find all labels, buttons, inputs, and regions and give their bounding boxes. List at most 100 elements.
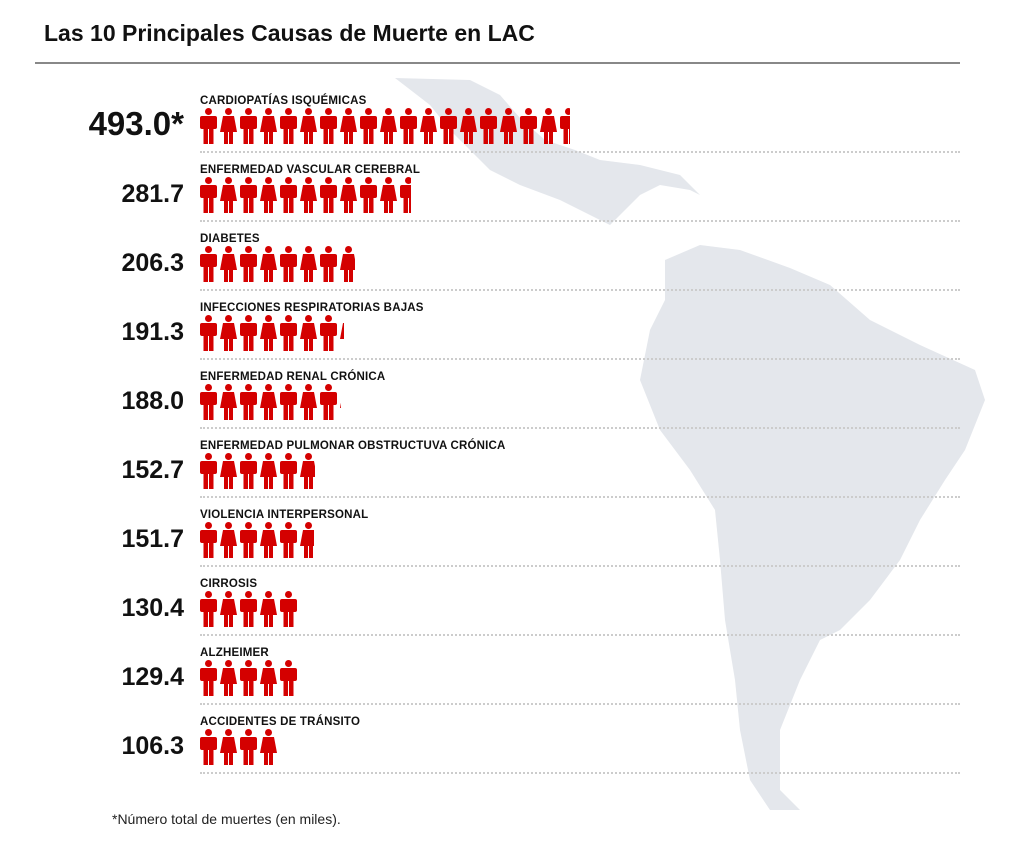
person-icon (200, 384, 220, 420)
person-icon (260, 729, 280, 765)
person-icon (320, 246, 340, 282)
person-icon (300, 453, 315, 489)
value-label: 188.0 (121, 387, 184, 415)
person-icon (260, 522, 280, 558)
person-icon (340, 384, 342, 420)
pictogram-bar (200, 522, 314, 558)
category-label: CIRROSIS (200, 578, 258, 590)
person-icon (320, 315, 340, 351)
person-icon (260, 315, 280, 351)
person-icon (240, 177, 260, 213)
person-icon (280, 660, 297, 696)
person-icon (540, 108, 560, 144)
row-separator (200, 358, 960, 360)
person-icon (380, 177, 400, 213)
value-label: 191.3 (121, 318, 184, 346)
category-label: VIOLENCIA INTERPERSONAL (200, 509, 369, 521)
person-icon (200, 591, 220, 627)
value-label: 130.4 (121, 594, 184, 622)
value-label: 129.4 (121, 663, 184, 691)
person-icon (200, 177, 220, 213)
row-separator (200, 634, 960, 636)
title-divider (35, 62, 960, 64)
person-icon (560, 108, 570, 144)
person-icon (400, 108, 420, 144)
category-label: CARDIOPATÍAS ISQUÉMICAS (200, 95, 367, 107)
person-icon (280, 384, 300, 420)
person-icon (520, 108, 540, 144)
person-icon (300, 108, 320, 144)
person-icon (220, 660, 240, 696)
chart-row: CIRROSIS 130.4 (0, 578, 960, 647)
row-separator (200, 565, 960, 567)
person-icon (280, 522, 300, 558)
person-icon (220, 729, 240, 765)
category-label: ENFERMEDAD PULMONAR OBSTRUCTUVA CRÓNICA (200, 440, 506, 452)
person-icon (300, 384, 320, 420)
pictogram-bar (200, 384, 342, 420)
pictogram-bar (200, 177, 412, 213)
chart-row: DIABETES 206.3 (0, 233, 960, 302)
person-icon (340, 177, 360, 213)
category-label: ACCIDENTES DE TRÁNSITO (200, 716, 361, 728)
pictogram-bar (200, 108, 570, 144)
value-label: 281.7 (121, 180, 184, 208)
row-separator (200, 427, 960, 429)
person-icon (240, 729, 260, 765)
person-icon (340, 315, 344, 351)
person-icon (240, 246, 260, 282)
person-icon (220, 108, 240, 144)
person-icon (200, 660, 220, 696)
person-icon (260, 384, 280, 420)
person-icon (260, 177, 280, 213)
chart-row: VIOLENCIA INTERPERSONAL 151.7 (0, 509, 960, 578)
person-icon (200, 729, 220, 765)
person-icon (420, 108, 440, 144)
pictogram-bar (200, 591, 298, 627)
person-icon (200, 522, 220, 558)
person-icon (300, 315, 320, 351)
person-icon (460, 108, 480, 144)
category-label: DIABETES (200, 233, 260, 245)
person-icon (500, 108, 520, 144)
pictogram-bar (200, 246, 355, 282)
person-icon (480, 108, 500, 144)
chart-row: ENFERMEDAD PULMONAR OBSTRUCTUVA CRÓNICA 1… (0, 440, 960, 509)
pictogram-bar (200, 315, 344, 351)
person-icon (300, 177, 320, 213)
person-icon (320, 108, 340, 144)
pictogram-bar (200, 660, 297, 696)
person-icon (400, 177, 412, 213)
person-icon (220, 246, 240, 282)
category-label: ALZHEIMER (200, 647, 269, 659)
category-label: ENFERMEDAD RENAL CRÓNICA (200, 371, 386, 383)
person-icon (200, 108, 220, 144)
person-icon (220, 522, 240, 558)
value-label: 493.0* (88, 105, 184, 142)
person-icon (260, 660, 280, 696)
person-icon (260, 591, 280, 627)
chart-row: ACCIDENTES DE TRÁNSITO 106.3 (0, 716, 960, 785)
chart-row: ALZHEIMER 129.4 (0, 647, 960, 716)
category-label: INFECCIONES RESPIRATORIAS BAJAS (200, 302, 424, 314)
person-icon (200, 315, 220, 351)
person-icon (360, 108, 380, 144)
value-label: 106.3 (121, 732, 184, 760)
person-icon (200, 453, 220, 489)
row-separator (200, 772, 960, 774)
person-icon (260, 246, 280, 282)
person-icon (280, 315, 300, 351)
person-icon (280, 108, 300, 144)
person-icon (240, 315, 260, 351)
row-separator (200, 289, 960, 291)
person-icon (280, 177, 300, 213)
person-icon (220, 177, 240, 213)
person-icon (240, 108, 260, 144)
person-icon (240, 591, 260, 627)
person-icon (320, 384, 340, 420)
person-icon (340, 108, 360, 144)
row-separator (200, 496, 960, 498)
person-icon (300, 522, 314, 558)
person-icon (440, 108, 460, 144)
